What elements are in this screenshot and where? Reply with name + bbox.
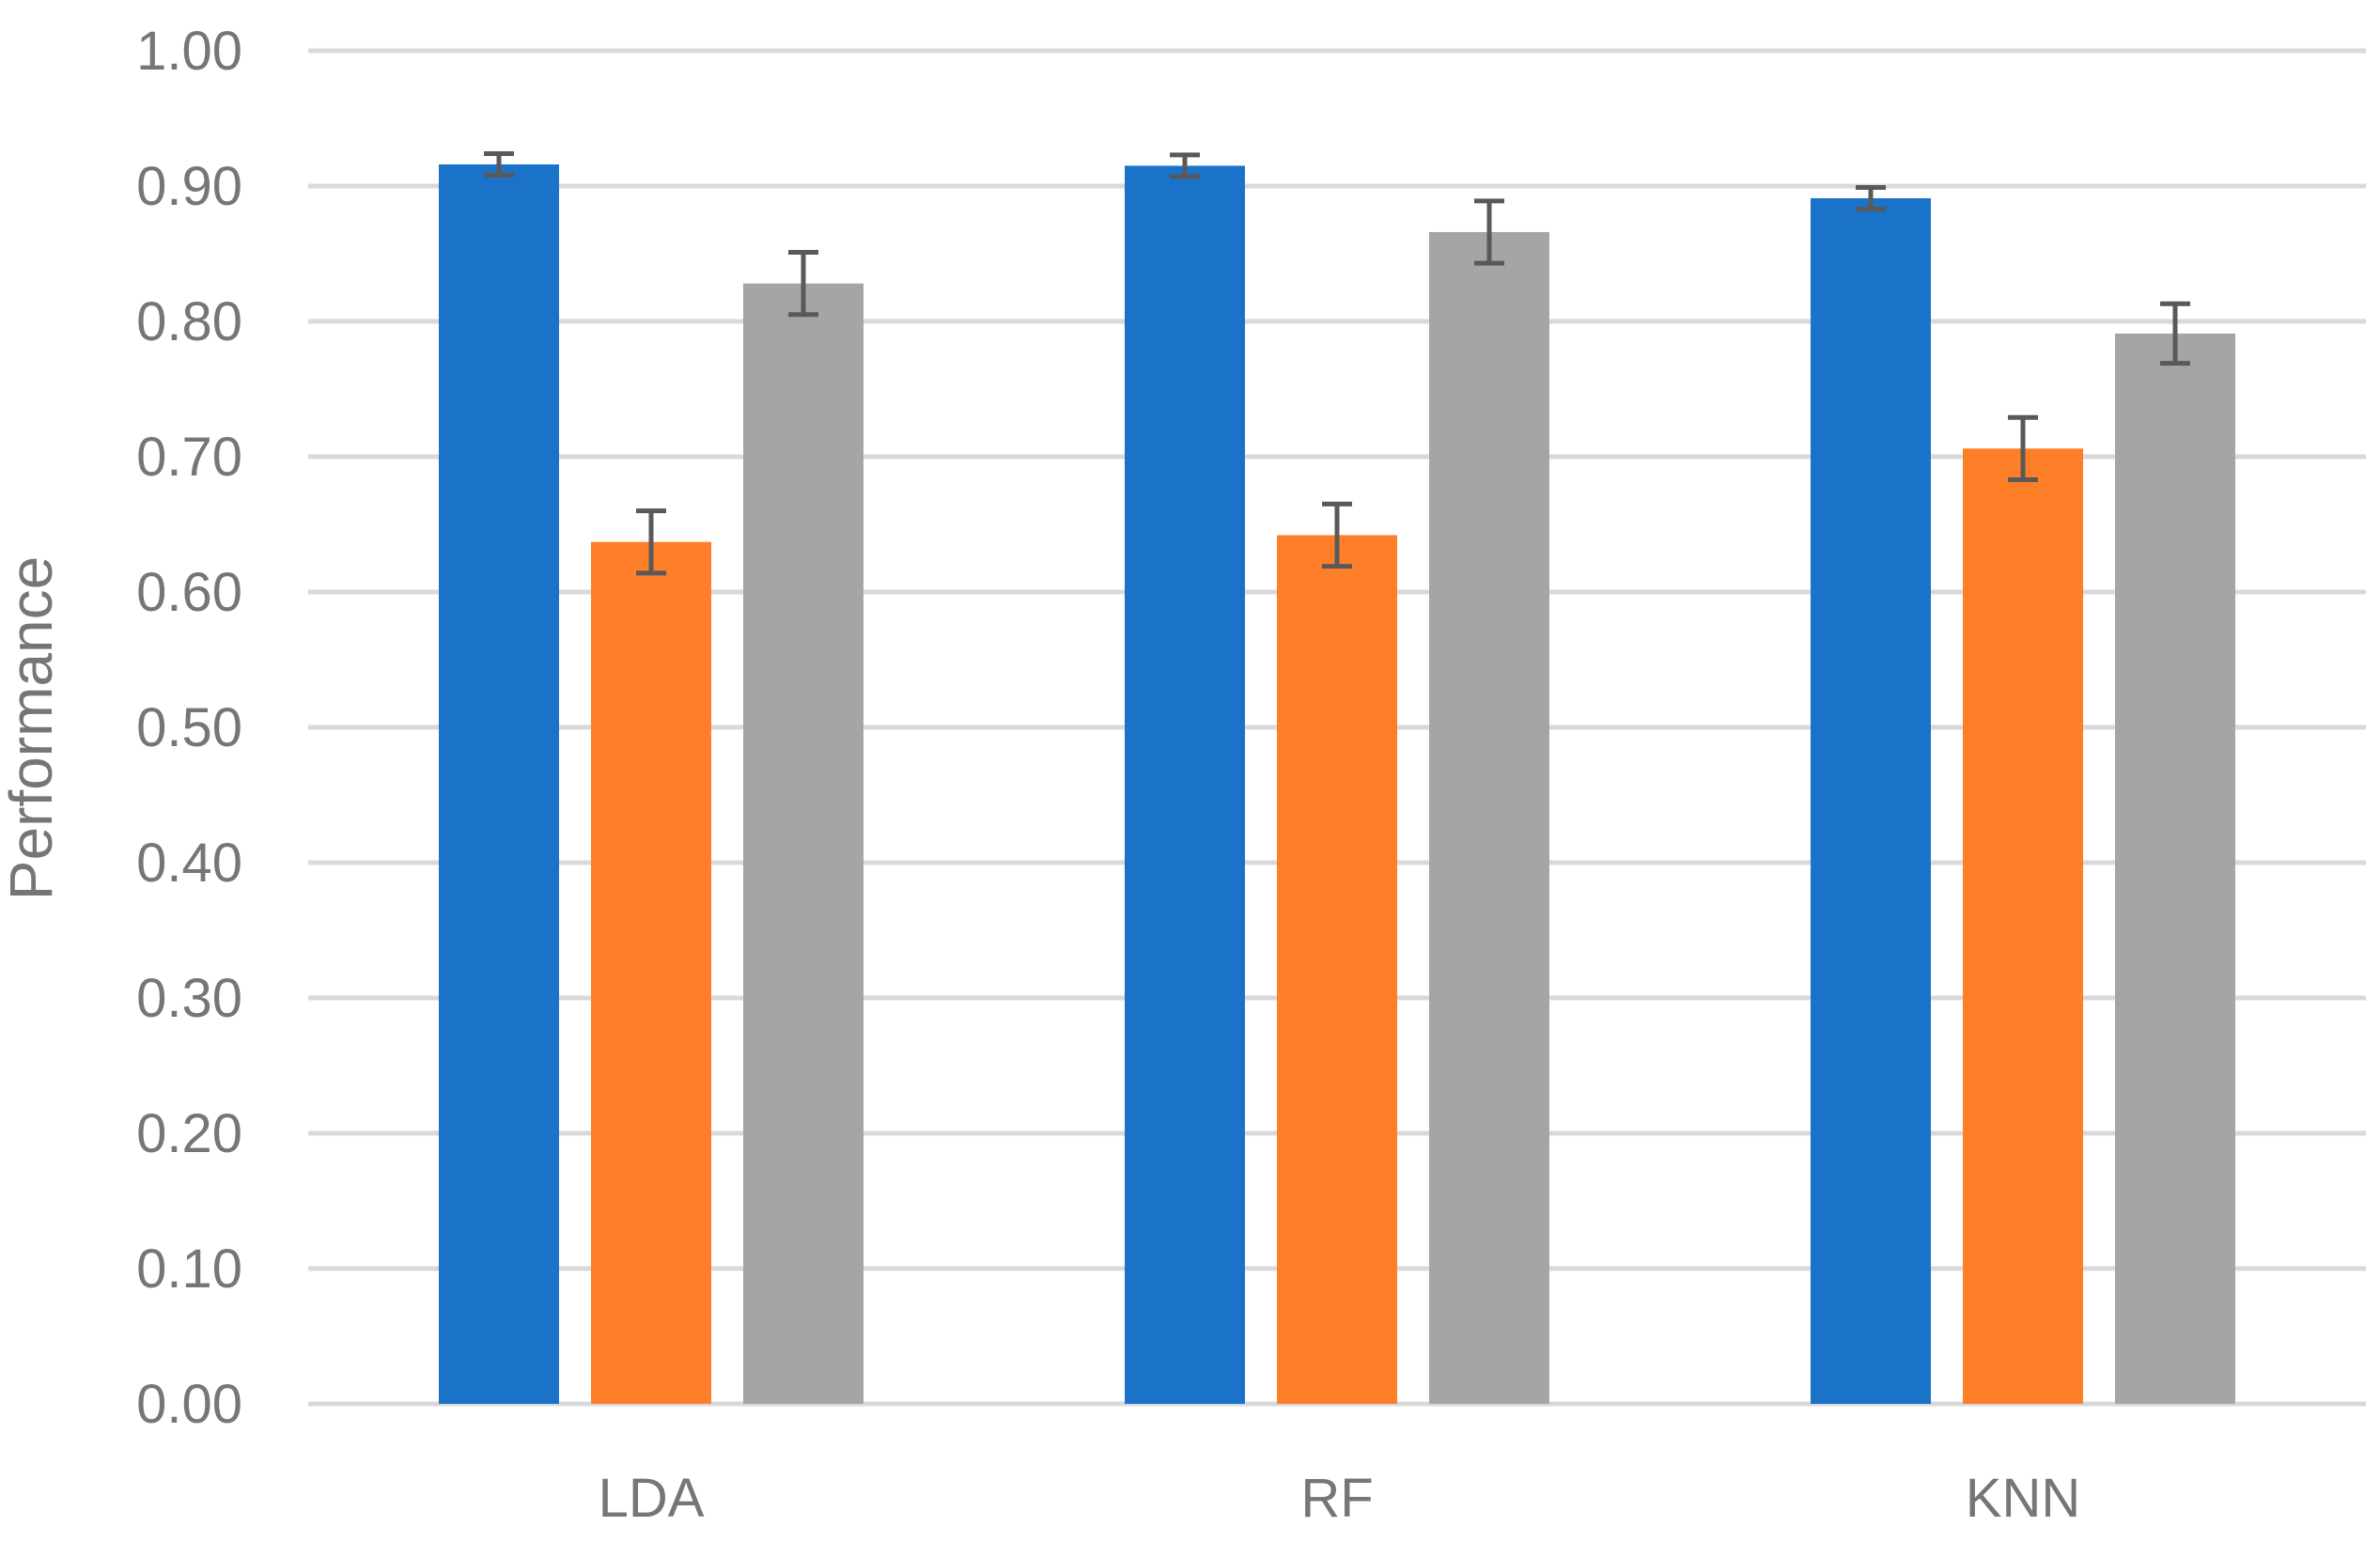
y-tick-label: 0.50	[136, 697, 242, 758]
error-bar	[1856, 184, 1886, 211]
error-bars	[484, 150, 2190, 576]
y-tick-label: 0.20	[136, 1103, 242, 1164]
error-bar	[1322, 501, 1352, 569]
y-axis-title: Performance	[0, 556, 65, 900]
error-bar	[484, 150, 514, 178]
bars	[439, 164, 2235, 1405]
error-bar	[1474, 198, 1504, 266]
y-tick-label: 0.00	[136, 1374, 242, 1435]
error-bar	[2008, 414, 2038, 482]
bar	[1963, 448, 2083, 1404]
bar	[743, 283, 863, 1405]
bar	[1125, 165, 1245, 1404]
error-bar	[2160, 301, 2190, 366]
y-tick-label: 0.80	[136, 291, 242, 352]
y-tick-label: 0.70	[136, 427, 242, 488]
bar	[1277, 535, 1397, 1404]
error-bar	[636, 508, 666, 576]
bar	[1811, 197, 1931, 1405]
y-tick-label: 0.60	[136, 562, 242, 623]
y-tick-label: 0.30	[136, 968, 242, 1029]
bar	[2115, 333, 2235, 1405]
x-tick-label: RF	[1300, 1468, 1373, 1529]
y-tick-label: 0.10	[136, 1238, 242, 1300]
y-tick-label: 0.90	[136, 156, 242, 217]
bar	[1429, 231, 1549, 1405]
y-tick-label: 0.40	[136, 833, 242, 894]
x-axis-tick-labels: LDA RF KNN	[599, 1468, 2081, 1529]
error-bar	[788, 250, 818, 318]
y-axis-tick-labels: 0.00 0.10 0.20 0.30 0.40 0.50 0.60 0.70 0.80 0.90…	[136, 21, 242, 1435]
bar	[439, 164, 559, 1405]
y-tick-label: 1.00	[136, 21, 242, 82]
x-tick-label: KNN	[1966, 1468, 2080, 1529]
x-tick-label: LDA	[599, 1468, 705, 1529]
bar	[591, 541, 711, 1404]
error-bar	[1170, 152, 1200, 179]
